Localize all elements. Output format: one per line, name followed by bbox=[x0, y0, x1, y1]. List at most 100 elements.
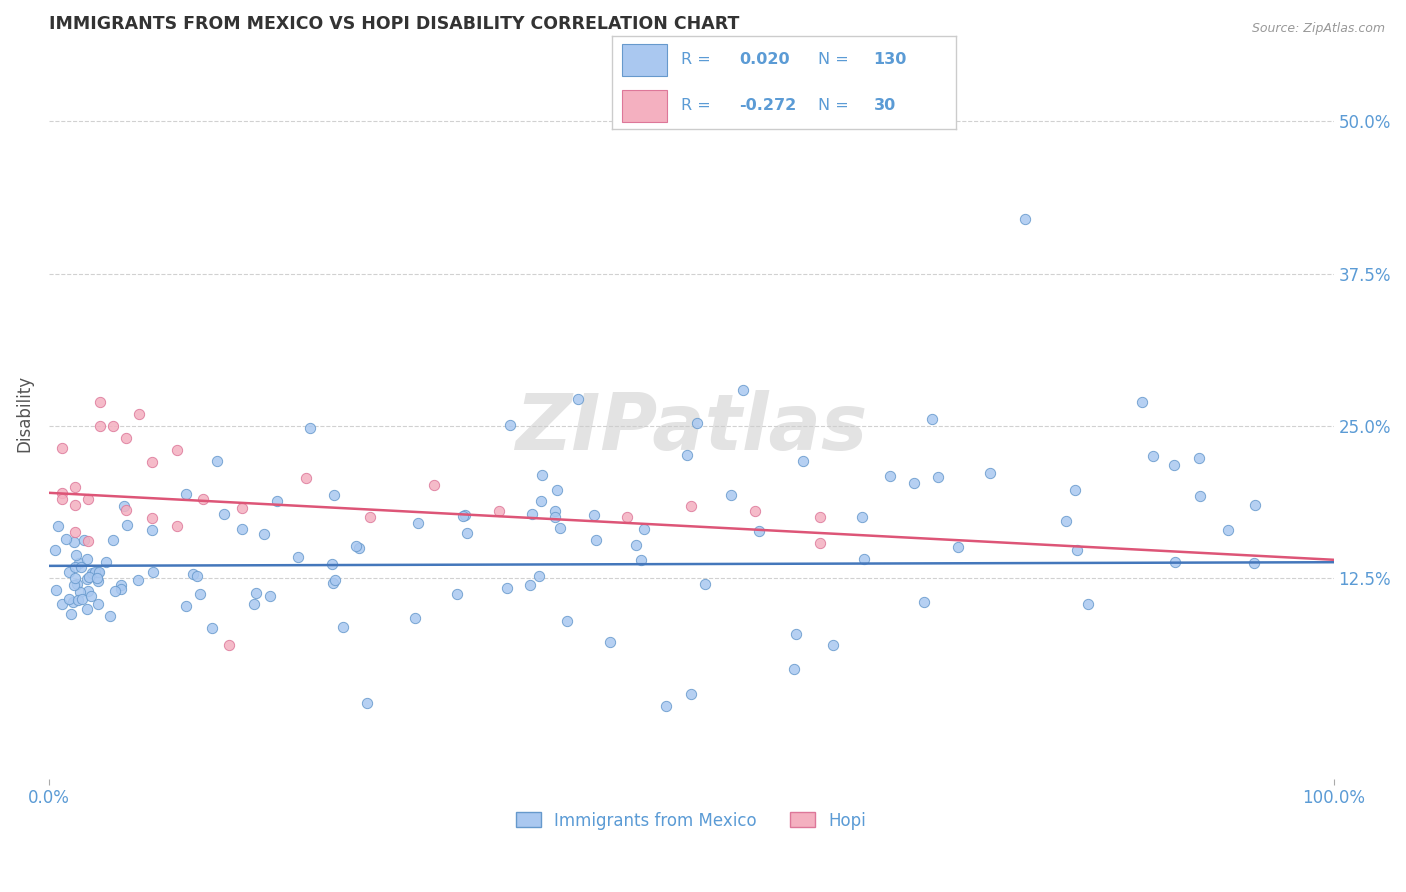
Point bbox=[654, 698, 676, 713]
Point bbox=[231, 500, 253, 515]
Text: IMMIGRANTS FROM MEXICO VS HOPI DISABILITY CORRELATION CHART: IMMIGRANTS FROM MEXICO VS HOPI DISABILIT… bbox=[49, 15, 740, 33]
Point bbox=[488, 504, 510, 518]
FancyBboxPatch shape bbox=[621, 90, 666, 122]
Point bbox=[454, 508, 477, 522]
Point bbox=[181, 566, 204, 581]
Point bbox=[544, 504, 567, 518]
Point bbox=[530, 467, 553, 482]
Point bbox=[103, 533, 125, 547]
Point bbox=[585, 533, 607, 547]
Point bbox=[205, 454, 228, 468]
Point bbox=[127, 573, 149, 587]
Point bbox=[115, 517, 138, 532]
Point bbox=[186, 568, 208, 582]
Point bbox=[356, 696, 378, 710]
Point bbox=[62, 595, 84, 609]
Point bbox=[529, 569, 551, 583]
Point bbox=[347, 541, 370, 556]
Point bbox=[69, 585, 91, 599]
Text: Source: ZipAtlas.com: Source: ZipAtlas.com bbox=[1251, 22, 1385, 36]
Point bbox=[624, 538, 647, 552]
Point bbox=[76, 572, 98, 586]
Point bbox=[70, 591, 93, 606]
Point bbox=[332, 620, 354, 634]
Point bbox=[287, 550, 309, 565]
Point bbox=[76, 602, 98, 616]
Point bbox=[550, 521, 572, 535]
Point bbox=[1244, 498, 1267, 512]
Text: N =: N = bbox=[818, 98, 855, 113]
Point bbox=[115, 503, 138, 517]
Point bbox=[141, 455, 163, 469]
Point bbox=[46, 519, 69, 533]
Point bbox=[530, 494, 553, 508]
Point bbox=[720, 488, 742, 502]
Point bbox=[1130, 395, 1153, 409]
Point bbox=[112, 500, 135, 514]
Point bbox=[675, 448, 697, 462]
Point bbox=[731, 383, 754, 397]
Point bbox=[89, 566, 111, 580]
Point bbox=[748, 524, 770, 538]
Point bbox=[298, 420, 321, 434]
Point bbox=[630, 553, 652, 567]
Point bbox=[214, 507, 236, 521]
Point bbox=[110, 582, 132, 596]
Point bbox=[243, 597, 266, 611]
Point bbox=[55, 532, 77, 546]
Point bbox=[821, 638, 844, 652]
Point bbox=[567, 392, 589, 406]
Point bbox=[259, 589, 281, 603]
Point bbox=[60, 607, 83, 621]
Point bbox=[927, 470, 949, 484]
Point bbox=[1142, 450, 1164, 464]
Point bbox=[853, 551, 876, 566]
Point bbox=[616, 510, 638, 524]
Point bbox=[76, 584, 98, 599]
Point bbox=[496, 581, 519, 595]
Point bbox=[63, 498, 86, 512]
Point bbox=[141, 523, 163, 537]
Point bbox=[58, 592, 80, 607]
Point bbox=[98, 609, 121, 624]
Point bbox=[456, 525, 478, 540]
Point bbox=[51, 491, 73, 506]
Text: ZIPatlas: ZIPatlas bbox=[515, 391, 868, 467]
Point bbox=[128, 407, 150, 421]
Point bbox=[84, 566, 107, 580]
Point bbox=[979, 466, 1001, 480]
Point bbox=[792, 453, 814, 467]
Point bbox=[87, 574, 110, 588]
Point bbox=[63, 525, 86, 540]
Point bbox=[245, 585, 267, 599]
Point bbox=[808, 536, 831, 550]
Point bbox=[695, 577, 717, 591]
Point bbox=[408, 516, 430, 530]
Y-axis label: Disability: Disability bbox=[15, 376, 32, 452]
Point bbox=[89, 418, 111, 433]
Point bbox=[344, 540, 367, 554]
Point bbox=[266, 494, 288, 508]
Point bbox=[1164, 555, 1187, 569]
Point bbox=[522, 507, 544, 521]
Point bbox=[141, 511, 163, 525]
Point bbox=[67, 556, 90, 570]
Point bbox=[1163, 458, 1185, 472]
Legend: Immigrants from Mexico, Hopi: Immigrants from Mexico, Hopi bbox=[509, 805, 873, 837]
Point bbox=[63, 535, 86, 549]
Point bbox=[808, 510, 831, 524]
Point bbox=[87, 597, 110, 611]
Point bbox=[451, 508, 474, 523]
Point bbox=[323, 488, 346, 502]
Point bbox=[94, 555, 117, 569]
Point bbox=[1216, 523, 1239, 537]
Point bbox=[499, 418, 522, 433]
Point bbox=[76, 552, 98, 566]
Point bbox=[174, 487, 197, 501]
Point bbox=[82, 566, 104, 581]
Text: 0.020: 0.020 bbox=[740, 52, 790, 67]
Point bbox=[321, 557, 343, 571]
Point bbox=[546, 483, 568, 497]
Point bbox=[51, 597, 73, 611]
Point bbox=[1014, 211, 1036, 226]
